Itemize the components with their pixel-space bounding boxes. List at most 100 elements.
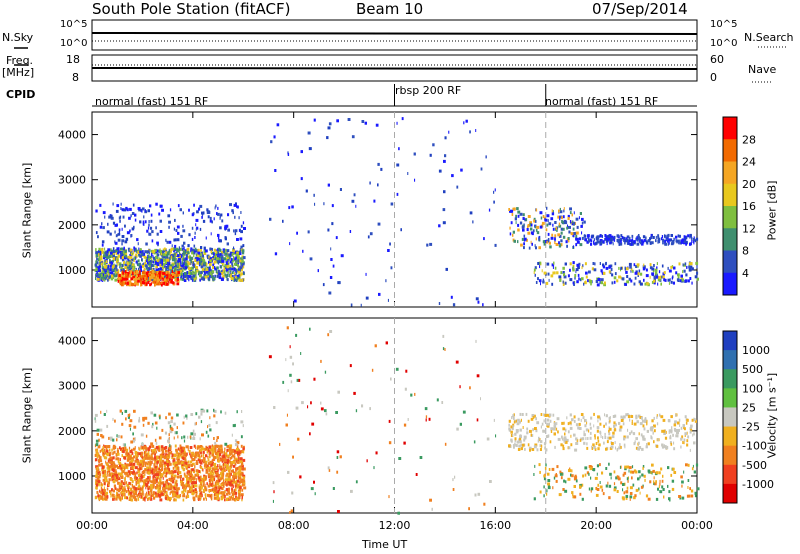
power-echo-main-cell xyxy=(116,272,118,276)
power-echo-upper-cell xyxy=(114,230,116,234)
velocity-echo-main-cell xyxy=(237,479,240,483)
velocity-echo-upper-cell xyxy=(209,416,211,420)
velocity-echo-main-cell xyxy=(133,489,135,493)
velocity-echo-main-cell xyxy=(142,464,145,468)
velocity-echo-main-cell xyxy=(165,467,167,471)
velocity-echo-late-cell xyxy=(526,427,529,431)
power-echo-band-1-cell xyxy=(628,236,631,240)
velocity-echo-main-cell xyxy=(117,457,120,461)
power-echo-band-2-cell xyxy=(682,270,684,274)
power-echo-main-cell xyxy=(225,261,228,265)
velocity-echo-main-cell xyxy=(153,468,156,472)
power-echo-band-2-cell xyxy=(640,272,643,276)
power-echo-upper-cell xyxy=(211,220,213,224)
velocity-echo-main-cell xyxy=(130,498,134,502)
power-echo-band-2-cell xyxy=(672,281,675,285)
velocity-echo-main-cell xyxy=(148,445,151,449)
power-echo-main-cell xyxy=(182,254,185,258)
velocity-echo-main-cell xyxy=(106,463,109,466)
velocity-echo-upper-cell xyxy=(224,411,227,415)
power-echo-main-cell xyxy=(233,255,235,259)
power-echo-band-2-cell xyxy=(685,273,688,277)
velocity-echo-main-cell xyxy=(168,484,171,488)
power-echo-strong-cell xyxy=(134,283,136,287)
power-echo-band-2-cell xyxy=(628,277,631,281)
velocity-echo-late-cell xyxy=(561,435,563,439)
power-echo-main-cell xyxy=(151,252,153,256)
velocity-echo-main-cell xyxy=(98,482,100,486)
velocity-echo-main-cell xyxy=(97,459,101,463)
power-echo-late-cell xyxy=(556,228,558,232)
power-echo-strong-cell xyxy=(170,280,173,284)
power-echo-strong xyxy=(117,270,181,287)
velocity-echo-upper-cell xyxy=(215,421,218,425)
velocity-echo-late-cell xyxy=(545,435,549,438)
velocity-echo-main-cell xyxy=(108,483,110,487)
power-echo-upper-cell xyxy=(171,244,173,248)
velocity-echo-main-cell xyxy=(211,448,213,452)
velocity-echo-main-cell xyxy=(129,491,133,495)
power-echo-upper-cell xyxy=(191,213,194,217)
x-tick-label-4: 16:00 xyxy=(479,519,511,532)
velocity-echo-main-cell xyxy=(130,471,133,474)
velocity-echo-main-cell xyxy=(147,462,150,466)
freq-tick-top: 18 xyxy=(66,53,80,66)
velocity-echo-main-cell xyxy=(226,466,229,470)
velocity-echo-main-cell xyxy=(117,452,120,456)
velocity-echo-main-cell xyxy=(189,446,193,449)
power-echo-strong-cell xyxy=(136,270,139,274)
power-echo-band-1-cell xyxy=(664,240,666,243)
velocity-echo-upper-cell xyxy=(124,409,128,413)
power-echo-late-cell xyxy=(545,228,548,232)
velocity-echo-late-cell xyxy=(580,418,582,422)
power-echo-upper-cell xyxy=(207,215,210,219)
velocity-echo-main-cell xyxy=(189,479,192,483)
power-echo-band-1-cell xyxy=(694,239,696,243)
velocity-echo-late-cell xyxy=(594,436,596,440)
power-echo-main-cell xyxy=(181,261,184,265)
velocity-echo-main-cell xyxy=(114,476,116,480)
power-echo-scatter-cell xyxy=(307,131,311,135)
power-echo-band-2-cell xyxy=(588,270,591,274)
power-echo-strong-cell xyxy=(149,283,152,287)
velocity-echo-main-cell xyxy=(177,455,180,459)
power-echo-band-2-cell xyxy=(656,273,658,277)
power-echo-main-cell xyxy=(96,257,98,261)
power-echo-band-1-cell xyxy=(681,240,684,244)
power-echo-main-cell xyxy=(101,273,103,277)
power-echo-scatter-cell xyxy=(463,121,465,125)
velocity-echo-upper-cell xyxy=(181,436,183,440)
power-echo-late-cell xyxy=(538,237,540,241)
velocity-echo-late-cell xyxy=(686,431,688,435)
velocity-echo-main-cell xyxy=(221,476,224,480)
power-echo-main-cell xyxy=(234,278,237,282)
power-echo-scatter-cell xyxy=(483,237,485,241)
power-echo-band-2-cell xyxy=(599,280,601,284)
velocity-echo-main-cell xyxy=(129,488,132,491)
velocity-echo-main-cell xyxy=(215,474,218,478)
power-echo-main-cell xyxy=(139,248,142,252)
power-echo-band-1-cell xyxy=(677,239,680,243)
velocity-echo-late-cell xyxy=(597,419,599,423)
velocity-echo-main-cell xyxy=(190,464,193,467)
power-echo-upper-cell xyxy=(128,216,131,220)
velocity-echo-main-cell xyxy=(170,479,174,482)
power-echo-main-cell xyxy=(146,265,148,269)
power-echo-late-cell xyxy=(566,244,568,248)
power-echo-strong-cell xyxy=(171,270,173,274)
velocity-echo-main-cell xyxy=(99,463,102,467)
velocity-echo-main-cell xyxy=(151,467,153,471)
velocity-echo-main-cell xyxy=(219,453,222,456)
power-echo-band-1-cell xyxy=(676,240,678,244)
velocity-echo-upper-cell xyxy=(114,419,116,423)
velocity-echo-main-cell xyxy=(121,470,123,474)
power-echo-main-cell xyxy=(220,270,224,274)
power-echo-late-cell xyxy=(531,242,533,246)
velocity-echo-main-cell xyxy=(130,466,133,470)
power-echo-upper-cell xyxy=(193,244,196,248)
velocity-echo-main-cell xyxy=(156,473,160,477)
power-echo-main-cell xyxy=(126,265,129,269)
power-echo-main-cell xyxy=(163,247,166,251)
velocity-echo-late-cell xyxy=(516,440,520,444)
power-echo-band-1-cell xyxy=(681,238,684,242)
